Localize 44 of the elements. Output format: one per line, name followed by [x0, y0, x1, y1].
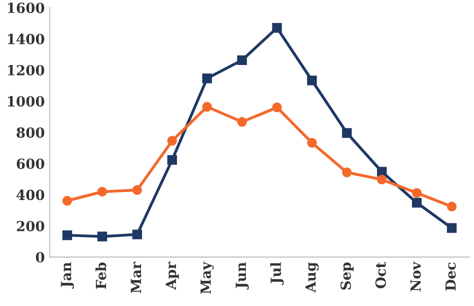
point — [342, 168, 352, 178]
x-tick-label: Nov — [410, 262, 421, 292]
point — [446, 223, 457, 233]
point — [62, 196, 72, 206]
point — [97, 232, 108, 242]
point — [62, 230, 72, 240]
point — [97, 186, 108, 197]
point — [412, 198, 422, 208]
y-tick-label: 200 — [16, 220, 44, 232]
point — [202, 102, 212, 112]
point — [307, 138, 317, 148]
x-tick-label: Oct — [375, 262, 386, 288]
x-tick-label: Feb — [95, 262, 106, 289]
point — [307, 76, 317, 86]
x-tick-label: Jan — [60, 262, 74, 289]
x-tick-label: Mar — [130, 262, 142, 294]
point — [272, 23, 282, 33]
point — [237, 55, 247, 66]
x-tick-label: Jul — [270, 262, 284, 285]
x-tick-label: May — [200, 262, 214, 294]
y-tick-label: 400 — [16, 190, 44, 200]
y-tick-label: 0 — [36, 252, 44, 263]
x-tick-label: Sep — [340, 262, 354, 290]
point — [202, 74, 212, 84]
point — [167, 155, 177, 165]
point — [237, 117, 247, 127]
x-tick-label: Jun — [236, 262, 249, 290]
y-tick-label: 800 — [16, 127, 44, 138]
point — [377, 174, 387, 184]
point — [272, 102, 282, 112]
y-tick-label: 1000 — [8, 96, 44, 107]
y-tick-label: 600 — [16, 158, 44, 169]
x-tick-label: Apr — [166, 262, 179, 290]
x-tick-label: Dec — [445, 262, 456, 291]
point — [132, 230, 142, 240]
point — [132, 185, 142, 195]
point — [446, 202, 457, 212]
point — [412, 188, 422, 198]
point — [342, 128, 352, 138]
y-tick-label: 1200 — [8, 64, 44, 76]
y-tick-label: 1400 — [8, 34, 44, 44]
point — [167, 136, 177, 146]
x-tick-label: Aug — [305, 262, 319, 293]
y-tick-label: 1600 — [8, 2, 44, 14]
